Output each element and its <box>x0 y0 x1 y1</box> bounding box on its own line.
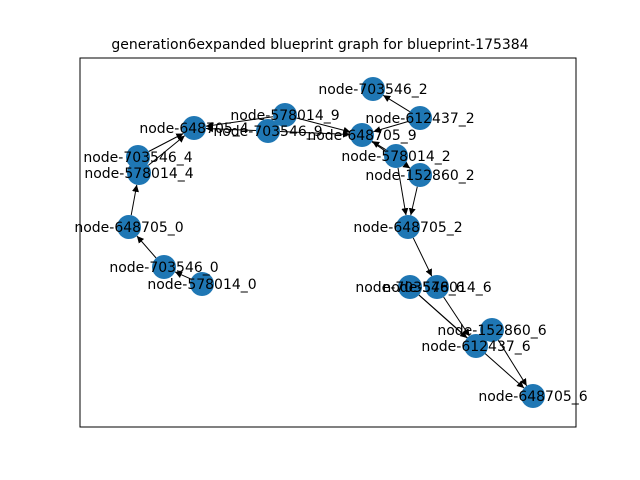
node-label: node-648705_2 <box>353 220 462 236</box>
graph-edge <box>279 130 351 138</box>
graph-node <box>396 215 420 239</box>
graph-title: generation6expanded blueprint graph for … <box>111 37 528 53</box>
graph-node <box>152 255 176 279</box>
graph-edge <box>296 117 351 134</box>
graph-edge <box>408 186 418 216</box>
node-label: node-612437_2 <box>365 111 474 127</box>
graph-edge <box>130 184 139 216</box>
node-label: node-612437_6 <box>421 339 530 355</box>
graph-node <box>425 275 449 299</box>
node-label: node-703546_0 <box>109 260 218 276</box>
node-label: node-578014_2 <box>341 149 450 165</box>
node-label: node-648705_6 <box>478 389 587 405</box>
graph-edge <box>174 271 192 280</box>
graph-node <box>117 215 141 239</box>
graph-edge <box>497 339 528 387</box>
node-label: node-648705_4 <box>139 121 248 137</box>
graph-node <box>256 119 280 143</box>
graph-node <box>464 334 488 358</box>
nodes-layer <box>117 77 545 408</box>
graph-node <box>127 161 151 185</box>
graph-edge <box>147 135 186 166</box>
graph-node <box>190 272 214 296</box>
graph-edge <box>136 235 157 259</box>
graph-node <box>408 106 432 130</box>
node-label: node-703546_6 <box>355 280 464 296</box>
graph-node <box>480 318 504 342</box>
graph-node <box>361 77 385 101</box>
node-label: node-578014_9 <box>230 108 339 124</box>
graph-edge <box>205 125 257 133</box>
node-label: node-578014_0 <box>147 277 256 293</box>
plot-frame <box>79 57 577 428</box>
graph-edge <box>371 140 387 151</box>
graph-node <box>521 384 545 408</box>
graph-node <box>408 163 432 187</box>
graph-node <box>273 103 297 127</box>
graph-edge <box>397 167 409 216</box>
labels-layer: node-703546_2node-612437_2node-578014_9n… <box>74 82 587 405</box>
node-label: node-703546_4 <box>83 150 192 166</box>
node-label: node-648705_9 <box>307 128 416 144</box>
graph-edge <box>382 94 411 113</box>
graph-edge <box>412 237 433 277</box>
graph-node <box>350 123 374 147</box>
graph-node <box>398 275 422 299</box>
node-label: node-648705_0 <box>74 220 183 236</box>
node-label: node-703546_2 <box>318 82 427 98</box>
graph-edge <box>373 120 409 134</box>
node-label: node-152860_2 <box>365 168 474 184</box>
node-label: node-152860_6 <box>437 323 546 339</box>
node-label: node-578014_4 <box>84 166 193 182</box>
node-label: node-578014_6 <box>382 280 491 296</box>
graph-edge <box>443 296 470 337</box>
node-label: node-703546_9 <box>213 124 322 140</box>
graph-node <box>384 144 408 168</box>
graph-edge <box>205 116 274 129</box>
graph-node <box>182 116 206 140</box>
